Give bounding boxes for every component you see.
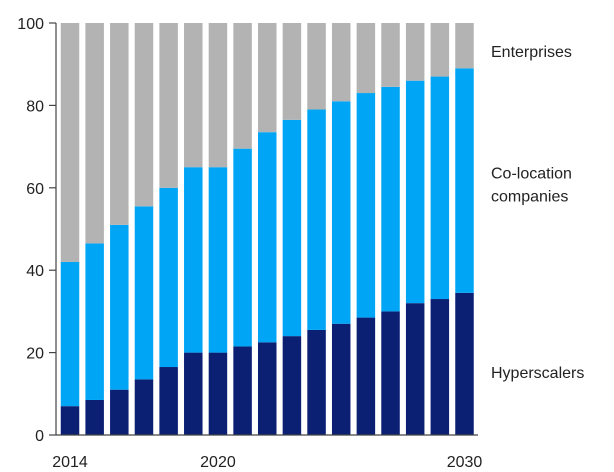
bar-hyperscalers-2015: [85, 399, 104, 435]
legend: Enterprises Co-location companies Hyperscal…: [491, 44, 584, 382]
bar-co-location-companies-2029: [430, 76, 450, 300]
bar-hyperscalers-2021: [233, 346, 252, 435]
legend-label-co-location-companies-line1: Co-location: [491, 166, 572, 183]
bar-hyperscalers-2029: [430, 299, 450, 435]
bar-co-location-companies-2030: [455, 68, 474, 293]
bar-enterprises-2029: [430, 23, 450, 77]
bar-hyperscalers-2019: [184, 352, 203, 435]
bar-enterprises-2016: [110, 23, 129, 225]
bar-co-location-companies-2027: [381, 86, 400, 312]
bar-enterprises-2027: [381, 23, 400, 87]
bar-enterprises-2018: [159, 23, 178, 188]
legend-label-co-location-companies-line2: companies: [491, 189, 568, 206]
bar-enterprises-2019: [184, 23, 203, 168]
bar-enterprises-2026: [356, 23, 376, 94]
bar-co-location-companies-2026: [356, 93, 376, 318]
bar-enterprises-2015: [85, 23, 104, 244]
bar-hyperscalers-2025: [331, 323, 351, 435]
bar-hyperscalers-2023: [282, 336, 302, 435]
y-tick-label-0: 0: [35, 428, 44, 445]
bar-hyperscalers-2028: [405, 303, 425, 435]
bar-enterprises-2022: [258, 23, 277, 133]
bar-enterprises-2014: [60, 23, 80, 262]
y-tick-label-100: 100: [17, 16, 44, 33]
legend-label-enterprises: Enterprises: [491, 44, 572, 61]
bar-enterprises-2023: [282, 23, 302, 120]
x-tick-label-2030: 2030: [447, 454, 483, 471]
bar-hyperscalers-2027: [381, 311, 400, 435]
bar-enterprises-2017: [134, 23, 154, 207]
bar-enterprises-2028: [405, 23, 425, 81]
bar-enterprises-2025: [331, 23, 351, 102]
bars: [60, 23, 474, 435]
bar-co-location-companies-2021: [233, 148, 252, 347]
y-tick-label-60: 60: [26, 181, 44, 198]
bar-co-location-companies-2025: [331, 101, 351, 324]
legend-label-hyperscalers: Hyperscalers: [491, 365, 584, 382]
bar-hyperscalers-2018: [159, 367, 178, 435]
bar-co-location-companies-2017: [134, 206, 154, 380]
bar-enterprises-2020: [208, 23, 228, 168]
bar-co-location-companies-2019: [184, 167, 203, 353]
axes: [49, 22, 478, 436]
bar-enterprises-2024: [307, 23, 326, 110]
bar-hyperscalers-2020: [208, 352, 228, 435]
bar-co-location-companies-2015: [85, 243, 104, 400]
bar-hyperscalers-2030: [455, 292, 474, 435]
bar-hyperscalers-2024: [307, 329, 326, 435]
y-tick-label-20: 20: [26, 346, 44, 363]
bar-co-location-companies-2023: [282, 119, 302, 337]
x-tick-label-2014: 2014: [52, 454, 88, 471]
y-tick-labels: 0 20 40 60 80 100: [17, 16, 44, 445]
bar-co-location-companies-2020: [208, 167, 228, 353]
bar-enterprises-2030: [455, 23, 474, 69]
bar-enterprises-2021: [233, 23, 252, 149]
bar-hyperscalers-2026: [356, 317, 376, 435]
bar-hyperscalers-2022: [258, 342, 277, 435]
bar-co-location-companies-2018: [159, 187, 178, 368]
x-tick-label-2020: 2020: [200, 454, 236, 471]
y-tick-label-80: 80: [26, 98, 44, 115]
y-tick-label-40: 40: [26, 263, 44, 280]
bar-hyperscalers-2017: [134, 379, 154, 435]
bar-hyperscalers-2016: [110, 389, 129, 435]
bar-co-location-companies-2014: [60, 261, 80, 407]
bar-co-location-companies-2024: [307, 109, 326, 330]
bar-co-location-companies-2028: [405, 80, 425, 304]
bar-co-location-companies-2016: [110, 224, 129, 390]
bar-co-location-companies-2022: [258, 132, 277, 343]
bar-hyperscalers-2014: [60, 406, 80, 435]
x-tick-labels: 2014 2020 2030: [52, 454, 482, 471]
